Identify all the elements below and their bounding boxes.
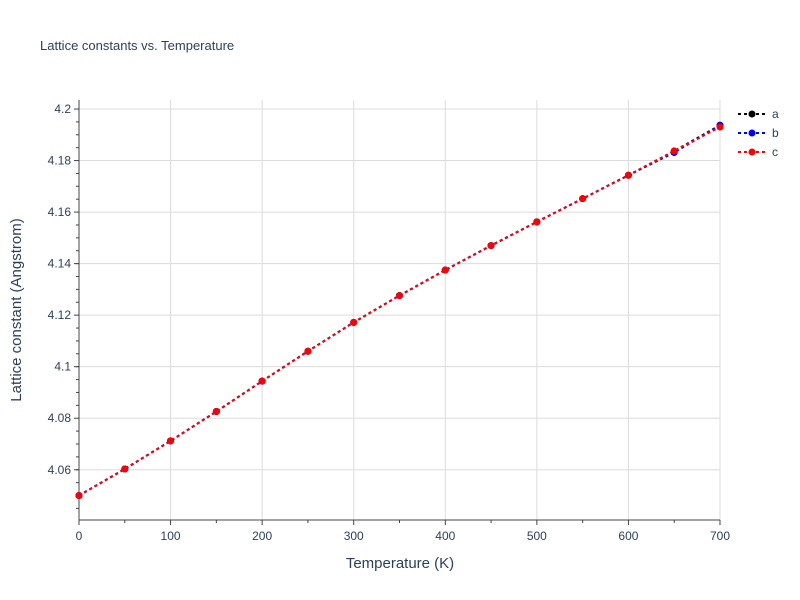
legend-marker: [748, 129, 756, 137]
legend-marker: [748, 110, 756, 118]
legend-label: a: [772, 107, 779, 121]
legend-label: c: [772, 145, 778, 159]
x-tick-label: 400: [435, 529, 455, 543]
x-axis-title: Temperature (K): [346, 555, 454, 572]
y-tick-label: 4.18: [48, 154, 72, 168]
legend-item-b[interactable]: b: [738, 126, 779, 140]
y-tick-labels: 4.06 4.08 4.1 4.12 4.14 4.16 4.18 4.2: [48, 102, 72, 477]
axes: [74, 100, 721, 525]
y-tick-label: 4.06: [48, 463, 72, 477]
data-point-c[interactable]: [212, 408, 220, 416]
legend-item-c[interactable]: c: [738, 145, 778, 159]
legend[interactable]: abc: [738, 107, 779, 159]
data-point-c[interactable]: [487, 242, 495, 250]
data-point-c[interactable]: [304, 347, 312, 355]
gridlines: [79, 100, 721, 520]
x-tick-label: 100: [161, 529, 181, 543]
y-tick-label: 4.14: [48, 257, 72, 271]
data-point-c[interactable]: [350, 318, 358, 326]
y-tick-label: 4.16: [48, 205, 72, 219]
data-point-c[interactable]: [396, 292, 403, 300]
series-plot-area: [75, 121, 724, 500]
data-point-c[interactable]: [533, 218, 541, 226]
data-point-c[interactable]: [167, 437, 175, 445]
y-axis-title: Lattice constant (Angstrom): [8, 218, 25, 401]
y-tick-label: 4.08: [48, 411, 72, 425]
data-point-c[interactable]: [716, 123, 724, 131]
x-tick-label: 600: [618, 529, 638, 543]
x-tick-label: 300: [344, 529, 364, 543]
x-tick-labels: 0 100 200 300 400 500 600 700: [76, 529, 731, 543]
chart-title: Lattice constants vs. Temperature: [40, 38, 234, 53]
data-point-c[interactable]: [75, 492, 83, 500]
x-tick-label: 700: [710, 529, 730, 543]
data-point-c[interactable]: [579, 195, 587, 203]
data-point-c[interactable]: [441, 266, 449, 274]
legend-marker: [748, 148, 756, 156]
legend-item-a[interactable]: a: [738, 107, 779, 121]
x-tick-label: 0: [76, 529, 83, 543]
data-point-c[interactable]: [670, 147, 678, 155]
legend-label: b: [772, 126, 779, 140]
series-line-c: [78, 126, 721, 497]
y-tick-label: 4.1: [54, 360, 71, 374]
data-point-c[interactable]: [624, 171, 632, 179]
y-tick-label: 4.2: [54, 102, 71, 116]
x-tick-label: 200: [252, 529, 272, 543]
data-point-c[interactable]: [258, 377, 266, 385]
x-tick-label: 500: [527, 529, 547, 543]
data-point-c[interactable]: [121, 465, 129, 473]
series-c: [75, 123, 724, 500]
y-tick-label: 4.12: [48, 308, 72, 322]
